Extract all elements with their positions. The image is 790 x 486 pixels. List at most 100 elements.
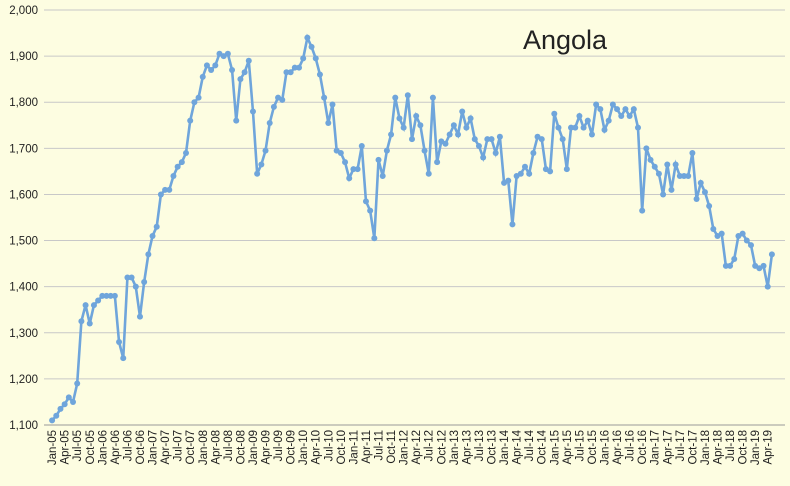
data-point xyxy=(517,170,524,177)
x-tick-label: Jan-05 xyxy=(47,430,59,465)
data-point xyxy=(90,302,97,309)
data-point xyxy=(254,170,261,177)
data-point xyxy=(480,154,487,161)
data-point xyxy=(371,235,378,242)
data-point xyxy=(764,283,771,290)
data-point xyxy=(760,262,767,269)
data-point xyxy=(208,66,215,73)
x-tick-label: Oct-06 xyxy=(135,430,147,465)
x-tick-label: Jul-09 xyxy=(273,430,285,461)
data-point xyxy=(95,297,102,304)
data-point xyxy=(296,64,303,71)
data-point xyxy=(53,412,60,419)
data-point xyxy=(149,232,156,239)
data-point xyxy=(706,202,713,209)
data-point xyxy=(166,186,173,193)
data-point xyxy=(224,50,231,57)
data-point xyxy=(388,131,395,138)
x-tick-label: Jul-08 xyxy=(223,430,235,461)
data-point xyxy=(329,101,336,108)
x-tick-label: Jul-06 xyxy=(122,430,134,461)
data-point xyxy=(425,170,432,177)
data-point xyxy=(576,113,583,120)
x-tick-label: Apr-11 xyxy=(361,430,373,464)
data-point xyxy=(643,145,650,152)
x-tick-label: Oct-17 xyxy=(687,430,699,465)
x-tick-label: Oct-09 xyxy=(286,430,298,465)
data-point xyxy=(404,92,411,99)
data-point xyxy=(463,124,470,131)
data-point xyxy=(262,147,269,154)
data-point xyxy=(484,136,491,143)
data-point xyxy=(496,133,503,140)
data-point xyxy=(459,108,466,115)
x-tick-label: Apr-13 xyxy=(461,430,473,465)
data-point xyxy=(245,57,252,64)
data-point xyxy=(354,166,361,173)
data-point xyxy=(547,168,554,175)
data-point xyxy=(337,149,344,156)
data-point xyxy=(471,136,478,143)
data-point xyxy=(588,131,595,138)
data-point xyxy=(614,106,621,113)
data-point xyxy=(722,262,729,269)
data-point xyxy=(676,173,683,179)
x-tick-label: Apr-06 xyxy=(110,430,122,465)
data-point xyxy=(103,292,110,299)
x-tick-label: Apr-09 xyxy=(261,430,273,465)
data-point xyxy=(701,189,708,196)
data-point xyxy=(358,143,365,150)
data-point xyxy=(367,207,374,214)
data-point xyxy=(199,73,206,80)
data-point xyxy=(203,62,210,69)
x-tick-label: Apr-14 xyxy=(512,429,524,464)
x-tick-label: Oct-14 xyxy=(537,429,549,464)
x-tick-label: Jan-07 xyxy=(148,430,160,465)
data-point xyxy=(672,161,679,168)
data-point xyxy=(283,69,290,76)
data-point xyxy=(697,179,704,186)
x-tick-label: Apr-08 xyxy=(210,430,222,465)
data-point xyxy=(342,159,349,166)
data-point xyxy=(421,147,428,154)
data-point xyxy=(609,101,616,108)
data-point xyxy=(270,103,277,110)
x-tick-label: Jul-10 xyxy=(323,430,335,461)
data-point xyxy=(350,166,357,173)
y-tick-label: 1,600 xyxy=(9,189,38,201)
data-point xyxy=(116,339,123,345)
data-point xyxy=(132,283,139,290)
data-point xyxy=(174,163,181,170)
y-tick-label: 2,000 xyxy=(9,5,38,17)
data-point xyxy=(258,161,265,168)
data-point xyxy=(639,207,646,214)
data-point xyxy=(78,318,85,325)
x-tick-label: Jan-19 xyxy=(750,430,762,465)
x-tick-label: Apr-16 xyxy=(612,430,624,465)
x-tick-label: Oct-15 xyxy=(587,430,599,465)
data-point xyxy=(61,401,68,408)
y-tick-label: 1,200 xyxy=(9,374,38,386)
data-point xyxy=(383,147,390,154)
data-point xyxy=(538,136,545,143)
data-point xyxy=(145,251,152,258)
data-point xyxy=(300,55,307,62)
data-point xyxy=(237,76,244,83)
data-point xyxy=(99,292,106,299)
x-tick-label: Apr-18 xyxy=(713,430,725,465)
data-point xyxy=(141,279,148,286)
data-point xyxy=(170,173,177,179)
x-tick-label: Jul-16 xyxy=(625,430,637,461)
data-point xyxy=(597,106,604,113)
data-point xyxy=(279,96,286,103)
data-point xyxy=(618,113,625,120)
data-point xyxy=(593,101,600,108)
x-tick-label: Jul-11 xyxy=(374,430,386,460)
data-point xyxy=(241,69,248,76)
data-point xyxy=(488,136,495,143)
x-tick-label: Oct-16 xyxy=(637,430,649,465)
data-point xyxy=(195,94,202,101)
x-tick-label: Oct-18 xyxy=(738,430,750,465)
data-point xyxy=(563,166,570,173)
